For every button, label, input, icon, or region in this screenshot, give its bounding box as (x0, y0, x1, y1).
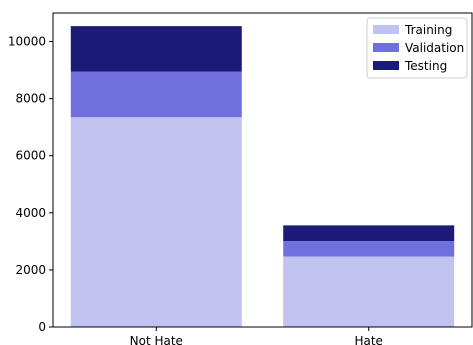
y-axis: 0 2000 4000 6000 8000 10000 (8, 35, 53, 334)
bar-hate-testing (283, 225, 455, 242)
bar-not-hate-training (70, 117, 242, 327)
legend-label-testing: Testing (404, 59, 447, 73)
legend: Training Validation Testing (366, 17, 468, 79)
x-tick-label: Hate (354, 334, 382, 345)
bar-not-hate-testing (70, 26, 242, 72)
y-tick-label: 4000 (15, 206, 46, 220)
x-tick-label: Not Hate (130, 334, 183, 345)
bar-hate-training (283, 256, 455, 327)
y-tick-label: 6000 (15, 149, 46, 163)
y-tick-label: 10000 (8, 35, 46, 49)
y-tick-label: 2000 (15, 263, 46, 277)
y-tick-label: 0 (38, 320, 46, 334)
bar-hate-validation (283, 241, 455, 257)
bar-not-hate-validation (70, 71, 242, 118)
legend-label-training: Training (404, 23, 452, 37)
legend-swatch-validation (373, 43, 399, 52)
legend-swatch-testing (373, 61, 399, 70)
legend-label-validation: Validation (405, 41, 464, 55)
legend-swatch-training (373, 25, 399, 34)
x-axis: Not Hate Hate (130, 327, 383, 345)
y-tick-label: 8000 (15, 92, 46, 106)
plot-frame (52, 12, 473, 328)
bars-layer (70, 26, 455, 327)
